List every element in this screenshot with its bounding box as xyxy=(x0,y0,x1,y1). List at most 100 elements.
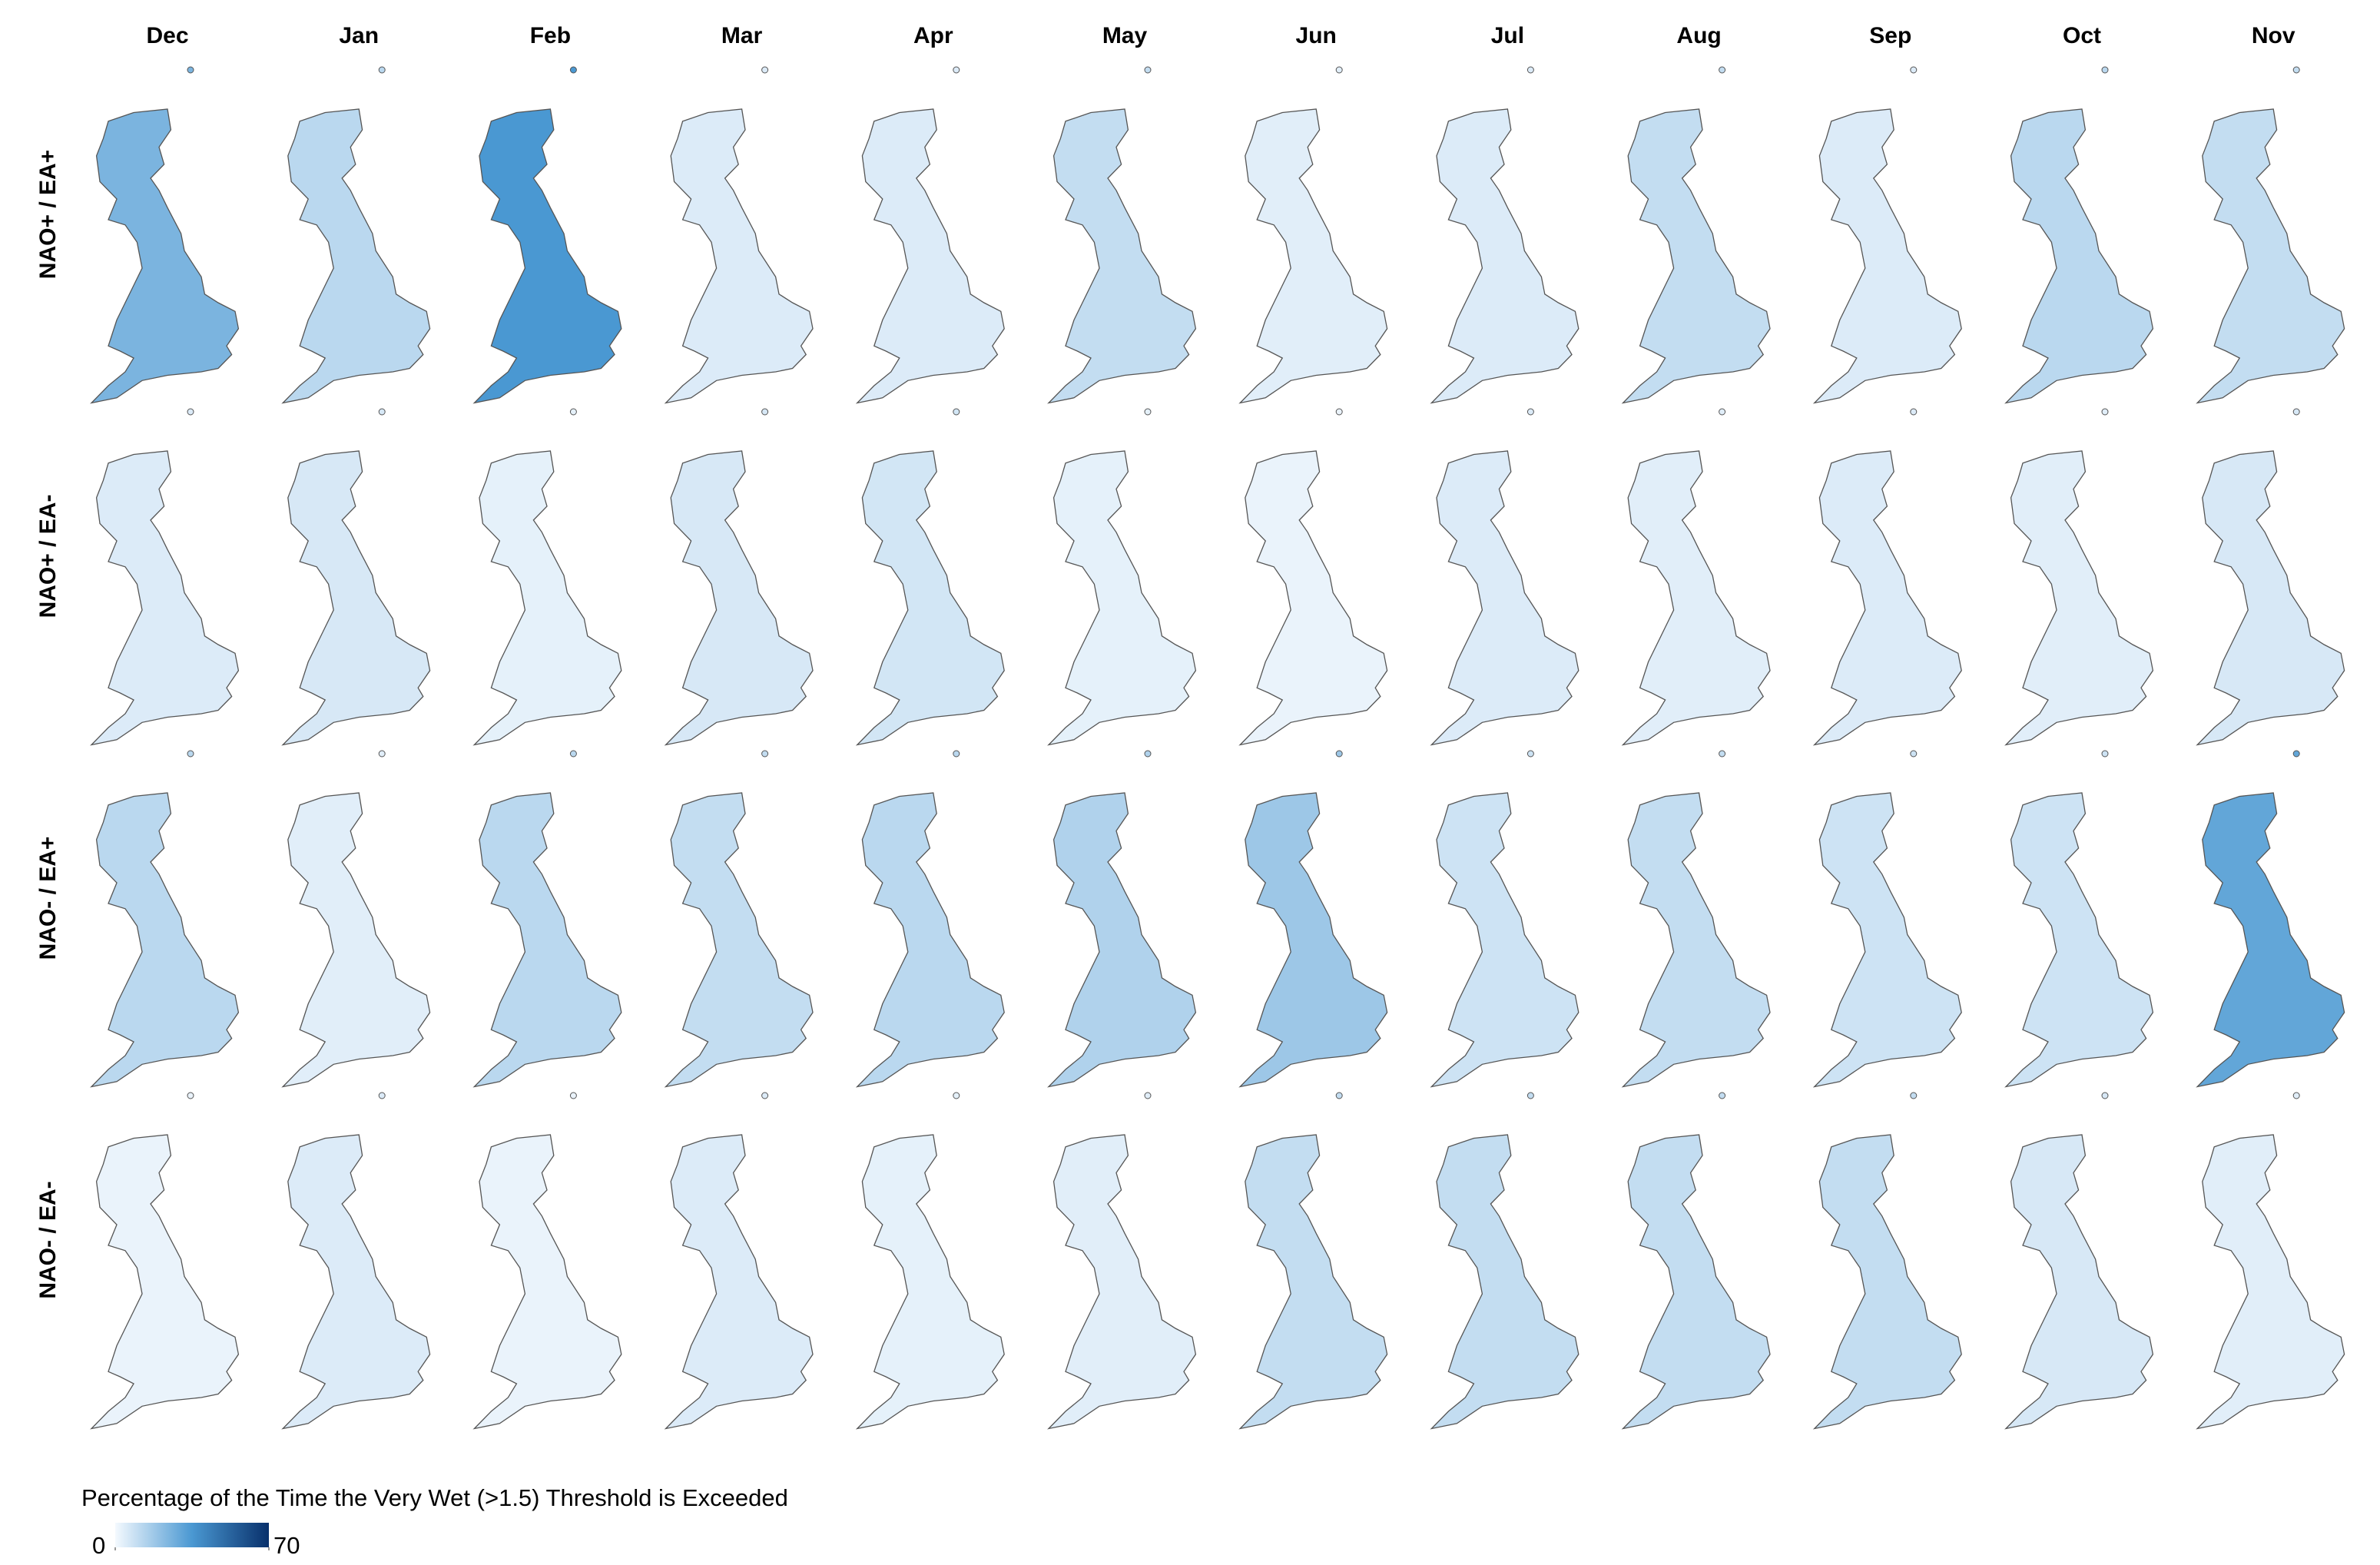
region-map xyxy=(1621,792,1771,1088)
region-map xyxy=(1238,108,1388,404)
column-label: Feb xyxy=(530,23,571,48)
island xyxy=(1719,408,1726,416)
column-label: May xyxy=(1102,23,1148,48)
island xyxy=(953,1092,960,1099)
island xyxy=(761,750,769,758)
island xyxy=(2101,1092,2109,1099)
island xyxy=(569,66,577,74)
region-map xyxy=(1047,792,1197,1088)
region-map xyxy=(1047,108,1197,404)
column-label: Jan xyxy=(339,23,379,48)
region-map xyxy=(1238,450,1388,746)
colorbar-title: Percentage of the Time the Very Wet (>1.… xyxy=(81,1484,788,1511)
column-label: Oct xyxy=(2063,23,2101,48)
region-map xyxy=(1812,450,1962,746)
region-map xyxy=(2196,108,2345,404)
column-label: Sep xyxy=(1869,23,1911,48)
island xyxy=(1526,750,1534,758)
region-map xyxy=(664,792,814,1088)
region-map xyxy=(90,1134,240,1430)
region-map xyxy=(664,1134,814,1430)
island xyxy=(1910,66,1918,74)
region-map xyxy=(472,1134,622,1430)
island xyxy=(187,1092,194,1099)
region-map xyxy=(1430,450,1579,746)
region-map xyxy=(1238,792,1388,1088)
island xyxy=(187,66,194,74)
region-map xyxy=(1430,792,1579,1088)
region-map xyxy=(2004,108,2154,404)
island xyxy=(2292,66,2300,74)
island xyxy=(1526,66,1534,74)
region-map xyxy=(281,1134,431,1430)
region-map xyxy=(1812,1134,1962,1430)
island xyxy=(1144,408,1152,416)
region-map xyxy=(1430,1134,1579,1430)
row-label: NAO- / EA- xyxy=(35,1181,61,1298)
region-map xyxy=(1621,1134,1771,1430)
island xyxy=(953,408,960,416)
island xyxy=(1335,408,1343,416)
island xyxy=(569,1092,577,1099)
region-map xyxy=(2004,450,2154,746)
row-label: NAO+ / EA- xyxy=(35,495,61,618)
island xyxy=(1910,408,1918,416)
island xyxy=(378,750,386,758)
column-label: Jun xyxy=(1296,23,1337,48)
island xyxy=(1335,750,1343,758)
region-map xyxy=(281,108,431,404)
island xyxy=(761,1092,769,1099)
island xyxy=(1144,1092,1152,1099)
island xyxy=(2292,1092,2300,1099)
island xyxy=(761,66,769,74)
island xyxy=(1144,750,1152,758)
island xyxy=(2101,66,2109,74)
region-map xyxy=(1812,108,1962,404)
region-map xyxy=(855,108,1005,404)
island xyxy=(1719,750,1726,758)
island xyxy=(1719,1092,1726,1099)
region-map xyxy=(90,792,240,1088)
row-label: NAO+ / EA+ xyxy=(35,150,61,279)
region-map xyxy=(1812,792,1962,1088)
column-label: Nov xyxy=(2252,23,2295,48)
column-label: Mar xyxy=(721,23,763,48)
island xyxy=(953,66,960,74)
region-map xyxy=(1047,450,1197,746)
column-label: Apr xyxy=(913,23,953,48)
island xyxy=(1335,1092,1343,1099)
region-map xyxy=(2004,792,2154,1088)
column-label: Dec xyxy=(146,23,188,48)
island xyxy=(953,750,960,758)
region-map xyxy=(472,792,622,1088)
region-map xyxy=(664,450,814,746)
row-label: NAO- / EA+ xyxy=(35,837,61,960)
region-map xyxy=(664,108,814,404)
island xyxy=(2292,408,2300,416)
region-map xyxy=(1238,1134,1388,1430)
island xyxy=(569,750,577,758)
island xyxy=(569,408,577,416)
region-map xyxy=(1430,108,1579,404)
region-map xyxy=(1621,450,1771,746)
island xyxy=(378,1092,386,1099)
island xyxy=(1910,750,1918,758)
region-map xyxy=(281,450,431,746)
region-map xyxy=(472,450,622,746)
region-map xyxy=(855,450,1005,746)
region-map xyxy=(90,108,240,404)
colorbar xyxy=(115,1523,269,1547)
colorbar-tick-label: 0 xyxy=(92,1532,105,1559)
island xyxy=(1719,66,1726,74)
colorbar-tick-label: 70 xyxy=(273,1532,300,1559)
island xyxy=(378,66,386,74)
island xyxy=(187,750,194,758)
region-map xyxy=(855,792,1005,1088)
island xyxy=(1526,1092,1534,1099)
island xyxy=(378,408,386,416)
island xyxy=(2101,408,2109,416)
region-map xyxy=(281,792,431,1088)
island xyxy=(1144,66,1152,74)
region-map xyxy=(2004,1134,2154,1430)
island xyxy=(1335,66,1343,74)
